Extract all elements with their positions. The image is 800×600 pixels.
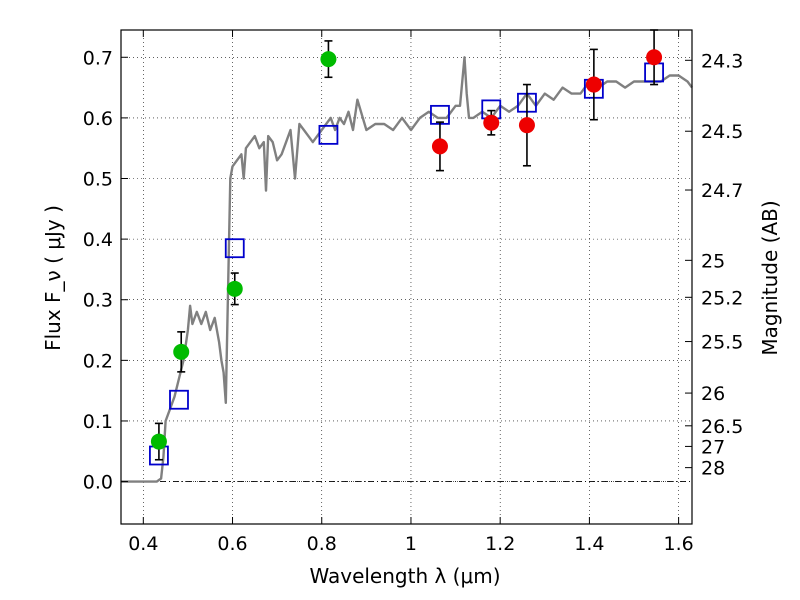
observed-point	[646, 49, 663, 66]
x-tick-label: 0.4	[128, 533, 158, 555]
y-tick-label: 0.5	[83, 169, 113, 191]
y-tick-label: 0.1	[83, 411, 113, 433]
y-tick-label: 0.2	[83, 350, 113, 372]
y-tick-label: 0.4	[83, 229, 113, 251]
y-tick-label: 0.0	[83, 472, 113, 494]
right-tick-label: 25	[701, 250, 725, 272]
observed-point	[518, 117, 535, 134]
right-tick-label: 24.3	[701, 50, 743, 72]
right-tick-label: 25.2	[701, 287, 743, 309]
model-photometry-square	[318, 124, 339, 145]
right-tick-label: 26.5	[701, 416, 743, 438]
observed-point	[585, 76, 602, 93]
observed-point	[226, 280, 243, 297]
y-tick-label: 0.7	[83, 47, 113, 69]
x-tick-label: 0.8	[307, 533, 337, 555]
x-tick-label: 0.6	[217, 533, 247, 555]
observed-point	[483, 114, 500, 131]
right-tick-label: 26	[701, 383, 725, 405]
right-tick-label: 27	[701, 436, 725, 458]
x-tick-label: 1.6	[664, 533, 694, 555]
x-tick-label: 1	[405, 533, 417, 555]
model-photometry-square	[169, 389, 189, 410]
x-tick-label: 1.2	[485, 533, 515, 555]
right-tick-label: 28	[701, 458, 725, 480]
right-tick-label: 24.5	[701, 121, 743, 143]
model-photometry-square	[224, 238, 245, 259]
observed-point	[173, 343, 190, 360]
axis-ticks: 0.4 0.6 0.8 1 1.2 1.4 1.6 0.0 0.1 0.2 0.3 0.4 0.5 0.6…	[83, 30, 743, 555]
y-axis-label: Flux F_ν ( μJy )	[41, 205, 65, 351]
x-tick-label: 1.4	[574, 533, 604, 555]
y-tick-label: 0.6	[83, 108, 113, 130]
right-tick-label: 24.7	[701, 180, 743, 202]
observed-point	[431, 138, 448, 155]
observed-point	[320, 51, 337, 68]
right-axis-label: Magnitude (AB)	[758, 200, 782, 355]
spectrum-line	[121, 56, 693, 483]
plot-frame	[120, 29, 693, 525]
x-axis-label: Wavelength λ (μm)	[309, 564, 500, 588]
y-tick-label: 0.3	[83, 290, 113, 312]
right-tick-label: 25.5	[701, 332, 743, 354]
observed-point	[150, 433, 167, 450]
plot-area	[121, 29, 693, 483]
